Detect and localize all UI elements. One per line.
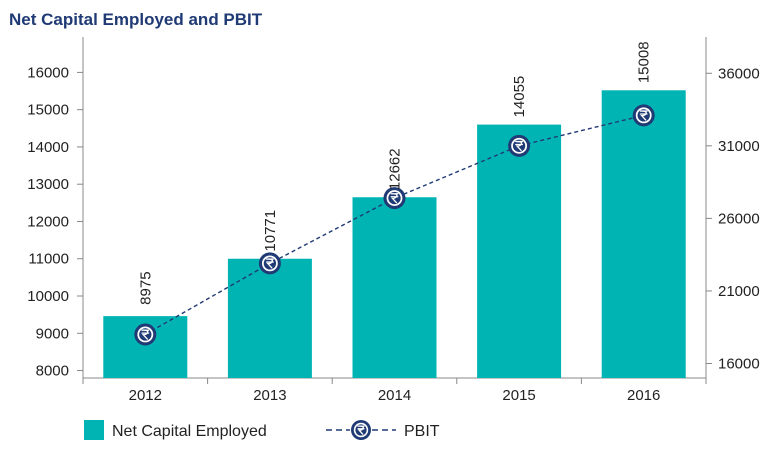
data-label-2015: 14055 [511,76,528,118]
pbit-marker-2012 [134,323,157,346]
x-tick-label: 2014 [378,387,411,404]
axes: 8000 9000 10000 11000 12000 13000 14000 15000 16… [27,37,760,404]
x-tick-label: 2015 [502,387,535,404]
rupee-icon [515,140,524,152]
data-labels: 8975 10771 12662 14055 15008 [137,41,652,304]
bars [103,90,686,379]
left-tick-label: 8000 [36,363,69,380]
data-label-2013: 10771 [262,210,279,252]
left-tick-label: 13000 [27,176,69,193]
bar-2014 [352,197,437,378]
bar-2013 [227,258,312,378]
rupee-icon [141,329,150,340]
data-label-2014: 12662 [387,148,404,190]
rupee-icon [390,193,399,204]
pbit-marker-2013 [258,252,281,275]
right-tick-label: 31000 [718,138,760,155]
legend-swatch-net-capital [84,420,104,440]
pbit-marker-2016 [632,104,655,127]
legend-marker-pbit [351,420,371,440]
legend: Net Capital Employed PBIT [84,420,440,440]
left-tick-label: 10000 [27,288,69,305]
chart-title: Net Capital Employed and PBIT [9,10,263,29]
x-tick-label: 2016 [627,387,660,404]
pbit-marker-2015 [508,134,531,157]
right-tick-label: 26000 [718,210,760,227]
data-label-2016: 15008 [636,41,653,83]
right-tick-label: 36000 [718,65,760,82]
left-tick-label: 14000 [27,139,69,156]
x-tick-label: 2013 [253,387,286,404]
x-tick-label: 2012 [129,387,162,404]
rupee-icon [265,258,274,269]
right-tick-label: 16000 [718,355,760,372]
legend-label-net-capital: Net Capital Employed [112,423,267,440]
left-tick-label: 12000 [27,213,69,230]
rupee-icon [357,425,365,435]
left-tick-label: 11000 [28,251,69,268]
bar-2015 [477,124,562,379]
left-tick-label: 9000 [36,325,69,342]
bar-2016 [601,90,686,378]
left-tick-label: 16000 [27,64,69,81]
right-tick-label: 21000 [718,283,760,300]
pbit-marker-2014 [383,187,406,210]
data-label-2012: 8975 [137,271,154,304]
legend-label-pbit: PBIT [404,423,440,440]
pbit-line [134,104,655,346]
left-tick-label: 15000 [27,102,69,119]
rupee-icon [639,110,648,121]
